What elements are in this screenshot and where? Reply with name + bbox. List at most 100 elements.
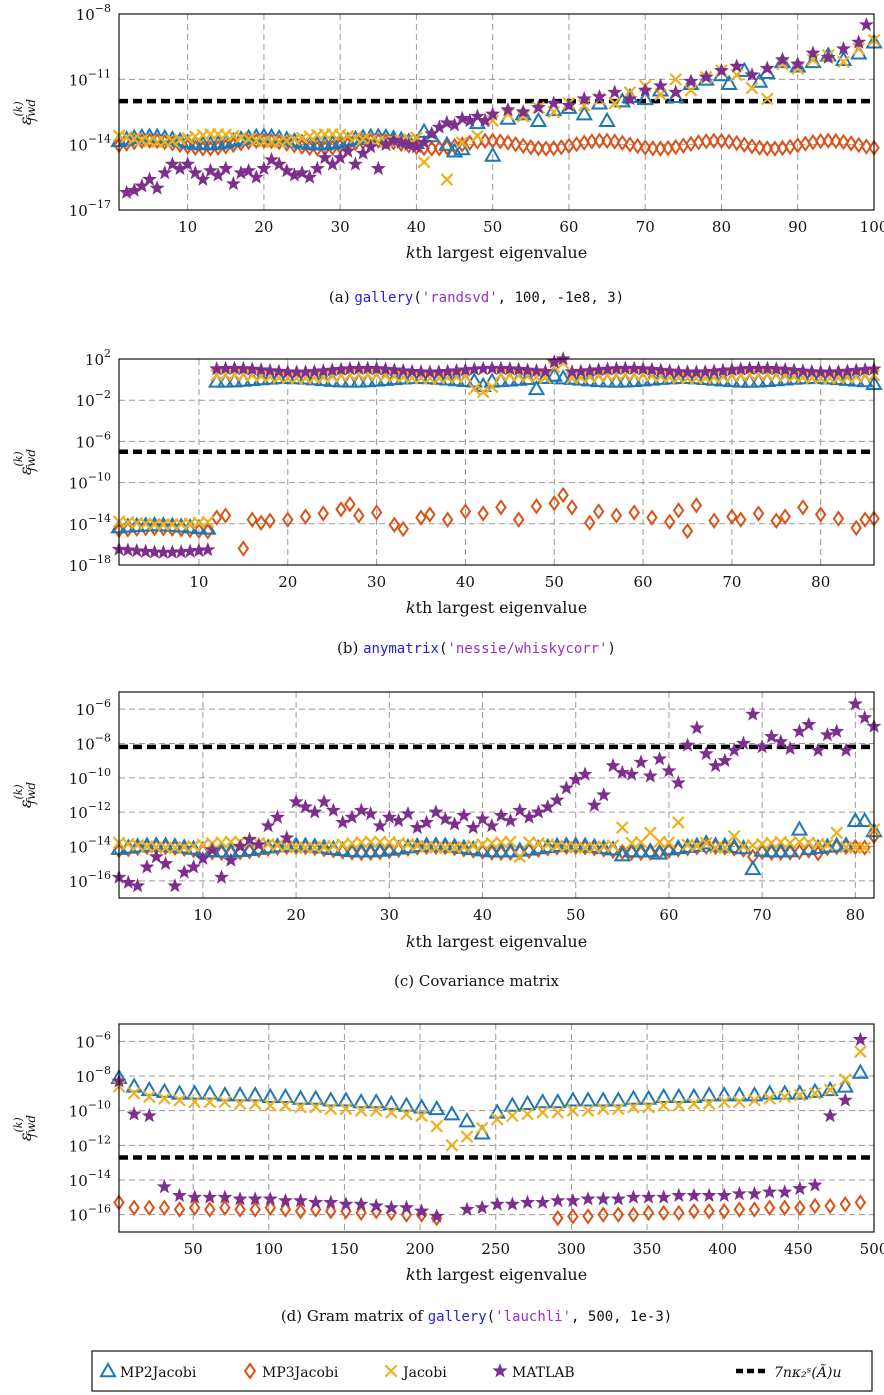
matlab-point	[520, 362, 536, 377]
y-tick-label: 10−14	[69, 835, 111, 857]
y-tick-label: 10−17	[69, 198, 111, 220]
mp3jacobi-point	[715, 132, 728, 150]
matlab-point	[829, 723, 845, 738]
jacobi-point	[279, 1099, 292, 1112]
jacobi-point	[823, 1083, 837, 1097]
legend-label-bound: 7nκ₂ˢ(Ã)u	[774, 1363, 841, 1381]
legend-label-mp3: MP3Jacobi	[262, 1365, 339, 1381]
mp3jacobi-point	[566, 499, 578, 516]
y-tick-exponent: −12	[88, 800, 111, 813]
mp2jacobi-point	[140, 1080, 158, 1097]
matlab-point	[469, 108, 485, 123]
mp3jacobi-point	[279, 1201, 292, 1218]
mp2jacobi-point	[268, 837, 287, 853]
mp3jacobi-point	[854, 1194, 867, 1211]
matlab-point	[232, 838, 248, 853]
series-mp3	[113, 486, 880, 557]
jacobi-point	[702, 1097, 716, 1111]
y-axis-label: ε(k)fwd	[12, 449, 38, 476]
matlab-point	[535, 1194, 551, 1209]
jacobi-point	[615, 821, 629, 834]
matlab-point	[568, 771, 584, 786]
mp3jacobi-point	[219, 507, 232, 524]
mp2jacobi-point	[385, 369, 404, 386]
x-axis-label: kth largest eigenvalue	[406, 598, 587, 617]
matlab-point	[729, 58, 745, 73]
matlab-point	[187, 165, 203, 180]
matlab-point	[437, 811, 453, 826]
matlab-point	[745, 706, 761, 721]
y-axis-label-fwd: fwd	[24, 782, 38, 806]
mp3jacobi-point	[779, 508, 791, 525]
matlab-point	[195, 171, 211, 186]
y-tick-label: 10−8	[76, 732, 111, 754]
mp2jacobi-point	[458, 1112, 476, 1128]
matlab-point	[555, 351, 571, 366]
jacobi-point	[485, 380, 499, 394]
mp2jacobi-point	[443, 1105, 461, 1121]
jacobi-point	[748, 1093, 761, 1107]
x-tick-label: 50	[483, 218, 502, 236]
matlab-point	[202, 1189, 218, 1204]
jacobi-point	[506, 1109, 519, 1123]
matlab-point	[129, 543, 145, 558]
jacobi-point	[669, 72, 683, 86]
series-mp3	[113, 1194, 867, 1227]
mp3jacobi-point	[616, 843, 629, 861]
jacobi-point	[384, 1106, 398, 1119]
mp2jacobi-point	[397, 1096, 416, 1112]
matlab-point	[141, 171, 158, 186]
y-tick-exponent: −2	[95, 388, 111, 401]
mp2jacobi-point	[216, 1086, 234, 1102]
caption-string-arg: 'nessie/whiskycorr'	[447, 641, 607, 657]
mp3jacobi-point	[317, 505, 330, 522]
plot-frame	[118, 691, 875, 899]
matlab-point	[195, 850, 211, 865]
x-tick-label: 70	[636, 218, 655, 236]
mp2jacobi-point	[291, 1089, 310, 1105]
matlab-point	[317, 149, 333, 165]
y-tick-label: 10−2	[76, 388, 111, 410]
caption-text: Covariance matrix	[419, 972, 560, 990]
mp2jacobi-point	[700, 1086, 718, 1102]
matlab-point	[167, 878, 183, 893]
jacobi-point	[455, 136, 469, 149]
mp3jacobi-point	[610, 507, 623, 524]
mp2jacobi-point	[781, 841, 799, 858]
jacobi-point	[201, 515, 215, 529]
jacobi-point	[513, 850, 527, 864]
matlab-point	[607, 84, 623, 99]
matlab-point	[786, 362, 802, 377]
matlab-point	[520, 1194, 536, 1209]
jacobi-point	[521, 1107, 534, 1121]
mp3jacobi-point	[681, 522, 694, 540]
mp3jacobi-point	[355, 1204, 367, 1222]
mp3jacobi-point	[852, 136, 865, 154]
matlab-point	[698, 69, 714, 84]
matlab-point	[689, 720, 705, 735]
jacobi-point	[596, 1102, 610, 1116]
jacobi-point	[662, 836, 676, 849]
mp2jacobi-point	[685, 1087, 703, 1104]
mp2jacobi-point	[575, 105, 593, 121]
jacobi-point	[821, 838, 834, 852]
x-tick-label: 400	[708, 1240, 737, 1258]
mp3jacobi-point	[690, 497, 703, 514]
matlab-point	[218, 160, 234, 175]
mp3jacobi-point	[479, 132, 491, 150]
mp3jacobi-point	[370, 504, 383, 521]
caption-function: anymatrix	[363, 641, 439, 657]
mp2jacobi-point	[705, 370, 723, 386]
matlab-point	[381, 809, 397, 824]
jacobi-point	[763, 1092, 776, 1105]
jacobi-point	[142, 1090, 156, 1104]
mp2jacobi-point	[315, 838, 333, 854]
matlab-point	[465, 819, 481, 834]
jacobi-point	[634, 835, 648, 849]
mp3jacobi-point	[601, 132, 613, 150]
mp3jacobi-point	[540, 140, 552, 157]
mp2jacobi-point	[632, 842, 650, 858]
mp2jacobi-point	[399, 837, 417, 854]
x-tick-label: 40	[473, 906, 492, 924]
x-tick-label: 100	[860, 218, 884, 236]
